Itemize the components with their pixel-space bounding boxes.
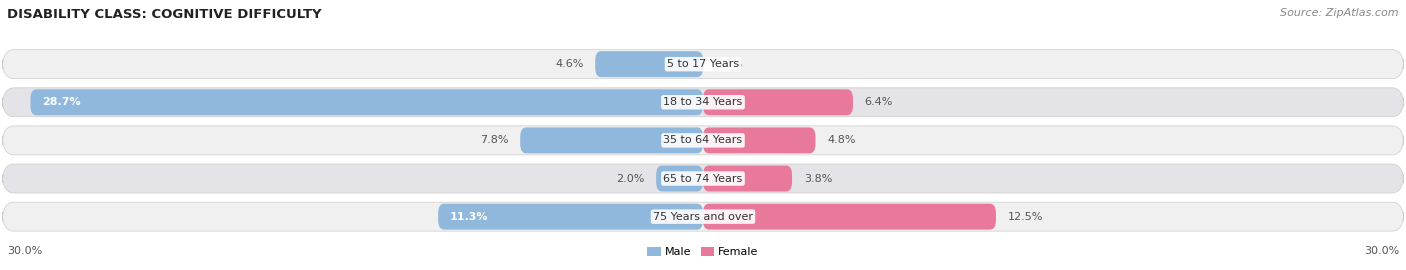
Text: 18 to 34 Years: 18 to 34 Years [664, 97, 742, 107]
FancyBboxPatch shape [3, 50, 1403, 79]
FancyBboxPatch shape [703, 127, 815, 153]
FancyBboxPatch shape [3, 202, 1403, 231]
Text: Source: ZipAtlas.com: Source: ZipAtlas.com [1281, 8, 1399, 18]
FancyBboxPatch shape [439, 204, 703, 230]
Text: 7.8%: 7.8% [479, 135, 509, 146]
Text: 2.0%: 2.0% [616, 174, 644, 184]
FancyBboxPatch shape [657, 166, 703, 191]
FancyBboxPatch shape [31, 89, 703, 115]
Text: 0.0%: 0.0% [714, 59, 742, 69]
FancyBboxPatch shape [3, 88, 1403, 117]
Legend: Male, Female: Male, Female [643, 242, 763, 262]
FancyBboxPatch shape [3, 164, 1403, 193]
Text: DISABILITY CLASS: COGNITIVE DIFFICULTY: DISABILITY CLASS: COGNITIVE DIFFICULTY [7, 8, 322, 21]
FancyBboxPatch shape [595, 51, 703, 77]
Text: 30.0%: 30.0% [1364, 246, 1399, 256]
Text: 4.6%: 4.6% [555, 59, 583, 69]
Text: 28.7%: 28.7% [42, 97, 80, 107]
Text: 35 to 64 Years: 35 to 64 Years [664, 135, 742, 146]
Text: 12.5%: 12.5% [1008, 212, 1043, 222]
Text: 65 to 74 Years: 65 to 74 Years [664, 174, 742, 184]
FancyBboxPatch shape [520, 127, 703, 153]
Text: 11.3%: 11.3% [450, 212, 488, 222]
FancyBboxPatch shape [703, 166, 792, 191]
Text: 6.4%: 6.4% [865, 97, 893, 107]
Text: 3.8%: 3.8% [804, 174, 832, 184]
Text: 75 Years and over: 75 Years and over [652, 212, 754, 222]
Text: 4.8%: 4.8% [827, 135, 856, 146]
FancyBboxPatch shape [3, 126, 1403, 155]
FancyBboxPatch shape [703, 204, 995, 230]
Text: 30.0%: 30.0% [7, 246, 42, 256]
Text: 5 to 17 Years: 5 to 17 Years [666, 59, 740, 69]
FancyBboxPatch shape [703, 89, 853, 115]
